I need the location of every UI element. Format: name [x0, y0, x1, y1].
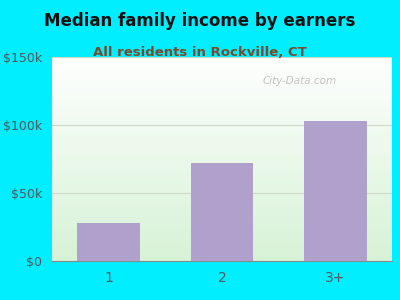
Text: Median family income by earners: Median family income by earners	[44, 12, 356, 30]
Text: City-Data.com: City-Data.com	[263, 76, 337, 86]
Text: All residents in Rockville, CT: All residents in Rockville, CT	[93, 46, 307, 59]
Bar	[191, 163, 253, 261]
Bar	[304, 121, 366, 261]
Bar	[78, 223, 140, 261]
